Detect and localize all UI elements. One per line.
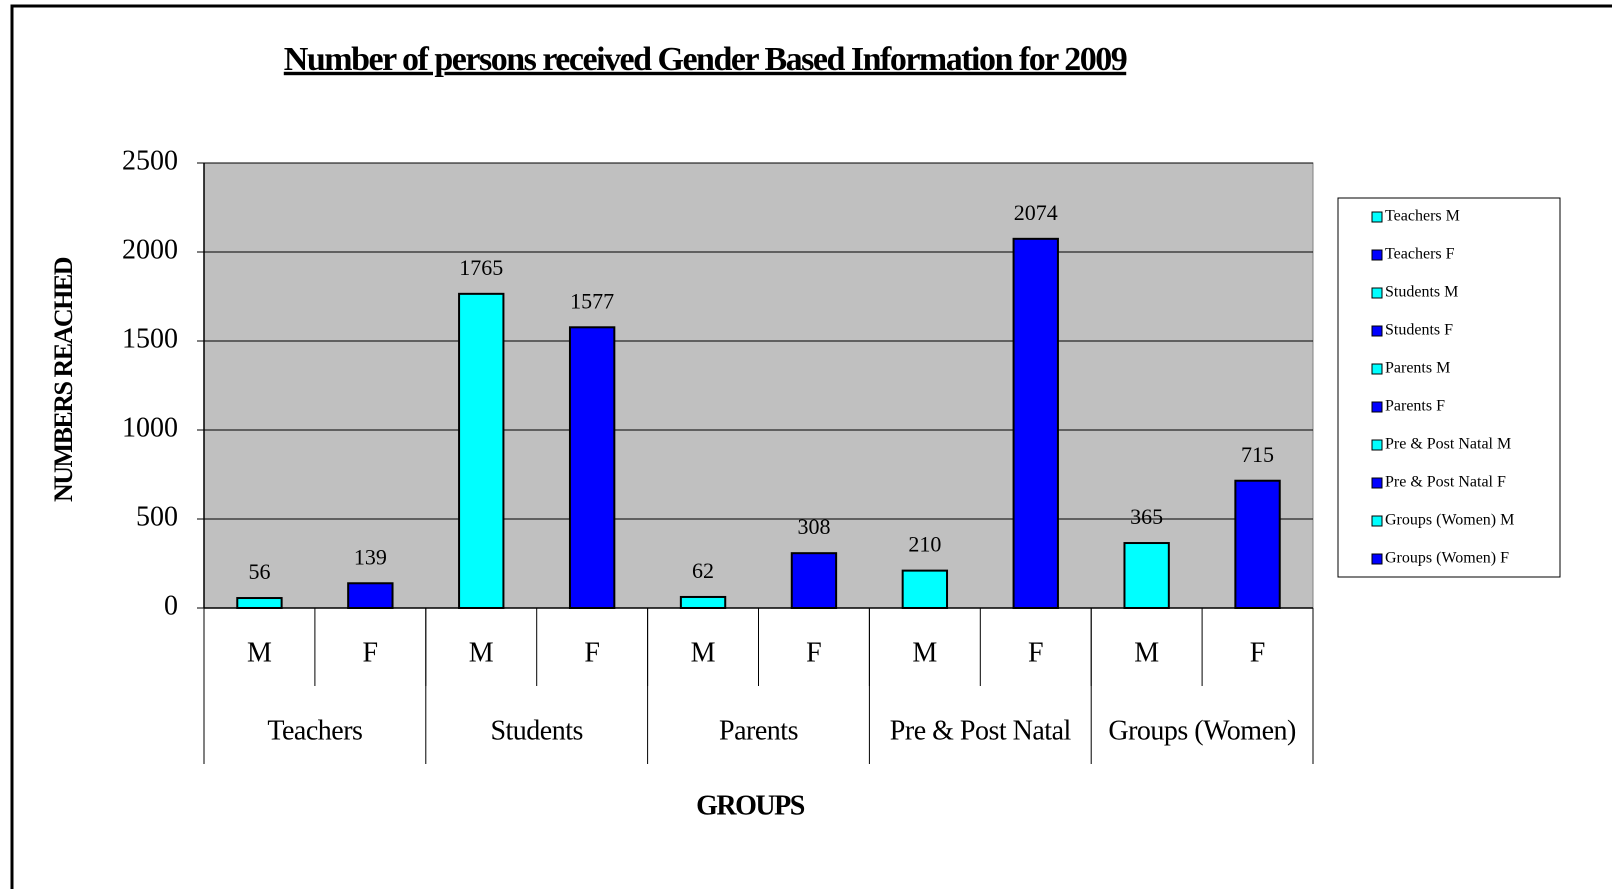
value-label: 1765: [459, 255, 503, 280]
legend-label: Students F: [1385, 322, 1453, 339]
legend-swatch: [1371, 363, 1383, 375]
x-tick-label: F: [363, 637, 379, 668]
legend-label: Teachers M: [1385, 208, 1460, 225]
value-label: 308: [797, 514, 830, 539]
legend-swatch: [1371, 477, 1383, 489]
bar: [347, 582, 394, 609]
x-tick-label: F: [584, 637, 600, 668]
x-tick-label: M: [912, 637, 937, 668]
legend-swatch: [1371, 325, 1383, 337]
legend-box: [1337, 197, 1561, 578]
legend-label: Pre & Post Natal F: [1385, 474, 1506, 491]
bar: [1123, 542, 1170, 610]
legend-label: Parents F: [1385, 398, 1445, 415]
legend-label: Parents M: [1385, 360, 1450, 377]
value-label: 210: [908, 532, 941, 557]
legend-label: Pre & Post Natal M: [1385, 436, 1511, 453]
y-tick-label: 500: [136, 501, 178, 532]
legend-label: Groups (Women) F: [1385, 550, 1509, 567]
group-label: Groups (Women): [1108, 715, 1296, 746]
bar: [901, 569, 949, 609]
y-tick-label: 1000: [122, 412, 178, 443]
bar: [1234, 479, 1281, 610]
legend-swatch: [1371, 515, 1383, 527]
value-label: 139: [354, 544, 387, 569]
chart-border: [10, 4, 1612, 889]
x-tick-label: M: [691, 637, 716, 668]
value-label: 365: [1130, 504, 1163, 529]
bar: [679, 595, 727, 609]
group-label: Students: [490, 715, 582, 746]
x-axis-label: GROUPS: [696, 790, 805, 821]
legend-swatch: [1371, 249, 1383, 261]
value-label: 1577: [570, 288, 614, 313]
x-tick-label: M: [469, 637, 494, 668]
bar: [236, 597, 283, 609]
group-label: Teachers: [267, 715, 362, 746]
value-label: 2074: [1014, 200, 1058, 225]
bar: [458, 292, 505, 609]
legend-swatch: [1371, 401, 1383, 413]
chart-title: Number of persons received Gender Based …: [284, 41, 1127, 78]
legend-swatch: [1371, 439, 1383, 451]
x-tick-label: F: [806, 637, 822, 668]
x-tick-label: F: [1250, 637, 1266, 668]
legend-swatch: [1371, 553, 1383, 565]
legend-label: Groups (Women) M: [1385, 512, 1514, 529]
y-tick-label: 2500: [122, 145, 178, 176]
legend-swatch: [1371, 211, 1383, 223]
legend-label: Students M: [1385, 284, 1458, 301]
bar: [1012, 237, 1059, 609]
value-label: 56: [248, 559, 270, 584]
y-tick-label: 0: [164, 590, 178, 621]
group-label: Parents: [719, 715, 798, 746]
value-label: 715: [1241, 442, 1274, 467]
legend-swatch: [1371, 287, 1383, 299]
x-tick-label: M: [1134, 637, 1159, 668]
x-tick-label: F: [1028, 637, 1044, 668]
value-label: 62: [692, 558, 714, 583]
y-tick-label: 1500: [122, 323, 178, 354]
plot-area: [203, 162, 1314, 609]
y-tick-label: 2000: [122, 234, 178, 265]
group-label: Pre & Post Natal: [890, 715, 1072, 746]
bar: [790, 552, 838, 610]
x-tick-label: M: [247, 637, 272, 668]
legend-label: Teachers F: [1385, 246, 1455, 263]
y-axis-label: NUMBERS REACHED: [49, 257, 78, 502]
bar: [568, 326, 616, 609]
